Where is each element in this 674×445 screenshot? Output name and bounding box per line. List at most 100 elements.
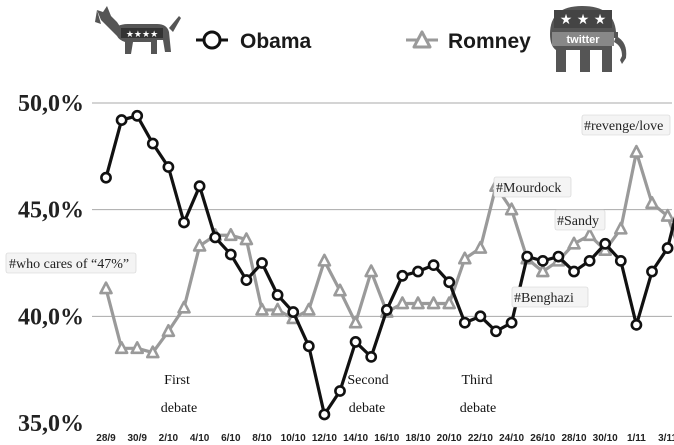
x-tick-label: 28/9 [96,433,116,444]
x-tick-label: 24/10 [499,433,524,444]
obama-point [396,269,409,282]
x-tick-label: 14/10 [343,433,368,444]
romney-point [224,227,238,242]
debate-label-first: First debate [161,373,198,416]
obama-point [115,114,128,126]
obama-point [443,276,456,289]
legend-romney: Romney [406,30,531,53]
obama-point [458,316,471,329]
annotation-who-cares-text: #who cares of “47%” [9,257,129,272]
annotation-revenge: #revenge/love [581,114,671,136]
obama-point [552,250,565,263]
x-tick-label: 22/10 [468,433,493,444]
obama-point [380,304,393,316]
romney-point [660,208,674,222]
annotation-revenge-text: #revenge/love [584,119,663,134]
legend-romney-label: Romney [448,30,531,53]
obama-point [521,250,534,263]
romney-point [395,296,410,310]
x-tick-label: 4/10 [190,433,210,444]
donkey-logo: ★★★★ [95,6,181,54]
y-axis: 35,0% 40,0% 45,0% 50,0% [18,91,84,437]
obama-point [178,216,190,229]
obama-point [287,306,300,318]
romney-point [161,323,176,338]
x-tick-label: 12/10 [312,433,337,444]
debate-second-line1: Second [347,373,388,388]
obama-point [256,257,268,269]
obama-point [100,171,112,184]
y-tick-label: 40,0% [18,304,84,330]
obama-point [193,180,206,193]
y-tick-label: 50,0% [18,91,84,117]
obama-point [146,137,159,150]
romney-line [104,150,674,355]
obama-point [536,254,549,267]
x-axis: 28/9 30/9 2/10 4/10 6/10 8/10 10/10 12/10 14/10 1… [96,433,674,444]
romney-point [536,264,550,278]
obama-point [162,161,175,173]
romney-point [177,300,191,314]
annotation-benghazi-text: #Benghazi [514,291,574,306]
romney-point [582,227,597,242]
obama-point [365,350,378,363]
annotation-sandy-text: #Sandy [557,214,599,229]
x-tick-label: 30/10 [593,433,618,444]
obama-point [224,248,237,261]
obama-point [412,265,424,278]
romney-point [473,240,488,254]
romney-point [270,302,285,316]
y-tick-label: 35,0% [18,411,84,437]
romney-point [130,341,144,355]
debate-second-line2: debate [349,401,386,416]
x-tick-label: 30/9 [127,433,147,444]
debate-first-line1: First [164,373,190,388]
obama-point [209,231,222,244]
romney-point [192,238,207,252]
svg-text:★ ★ ★: ★ ★ ★ [560,12,607,28]
annotation-sandy: #Sandy [554,209,606,231]
romney-point [567,236,581,250]
obama-point [568,265,580,278]
elephant-logo-text: twitter [567,34,601,46]
romney-point [442,296,456,310]
debate-third-line2: debate [460,401,497,416]
debate-label-third: Third debate [460,373,497,416]
obama-point [318,408,331,421]
obama-point [131,109,144,122]
x-tick-label: 26/10 [530,433,555,444]
x-tick-label: 28/10 [561,433,586,444]
romney-point [146,345,160,359]
obama-point [240,274,253,286]
obama-point [583,254,596,267]
romney-point [239,232,254,246]
romney-point [99,281,113,295]
romney-point [364,264,378,278]
debate-first-line2: debate [161,401,198,416]
obama-point [334,385,346,397]
obama-point [349,336,362,348]
romney-point [645,195,659,210]
annotation-benghazi: #Benghazi [511,286,589,308]
x-tick-label: 6/10 [221,433,241,444]
romney-point [348,315,363,329]
romney-point [317,253,332,267]
obama-point [614,254,627,267]
romney-point [614,221,628,235]
svg-text:★★★★: ★★★★ [126,30,158,40]
debate-label-second: Second debate [347,373,388,416]
x-tick-label: 20/10 [437,433,462,444]
romney-point [504,202,519,216]
obama-point [599,237,612,250]
obama-point [505,316,518,329]
obama-point [271,289,284,301]
obama-series [100,109,674,421]
romney-series [99,144,674,359]
annotation-mourdock-text: #Mourdock [496,181,561,196]
x-tick-label: 10/10 [281,433,306,444]
x-tick-label: 1/11 [627,433,646,444]
legend-obama-label: Obama [240,30,312,53]
romney-point [302,302,316,316]
obama-point [630,318,643,331]
